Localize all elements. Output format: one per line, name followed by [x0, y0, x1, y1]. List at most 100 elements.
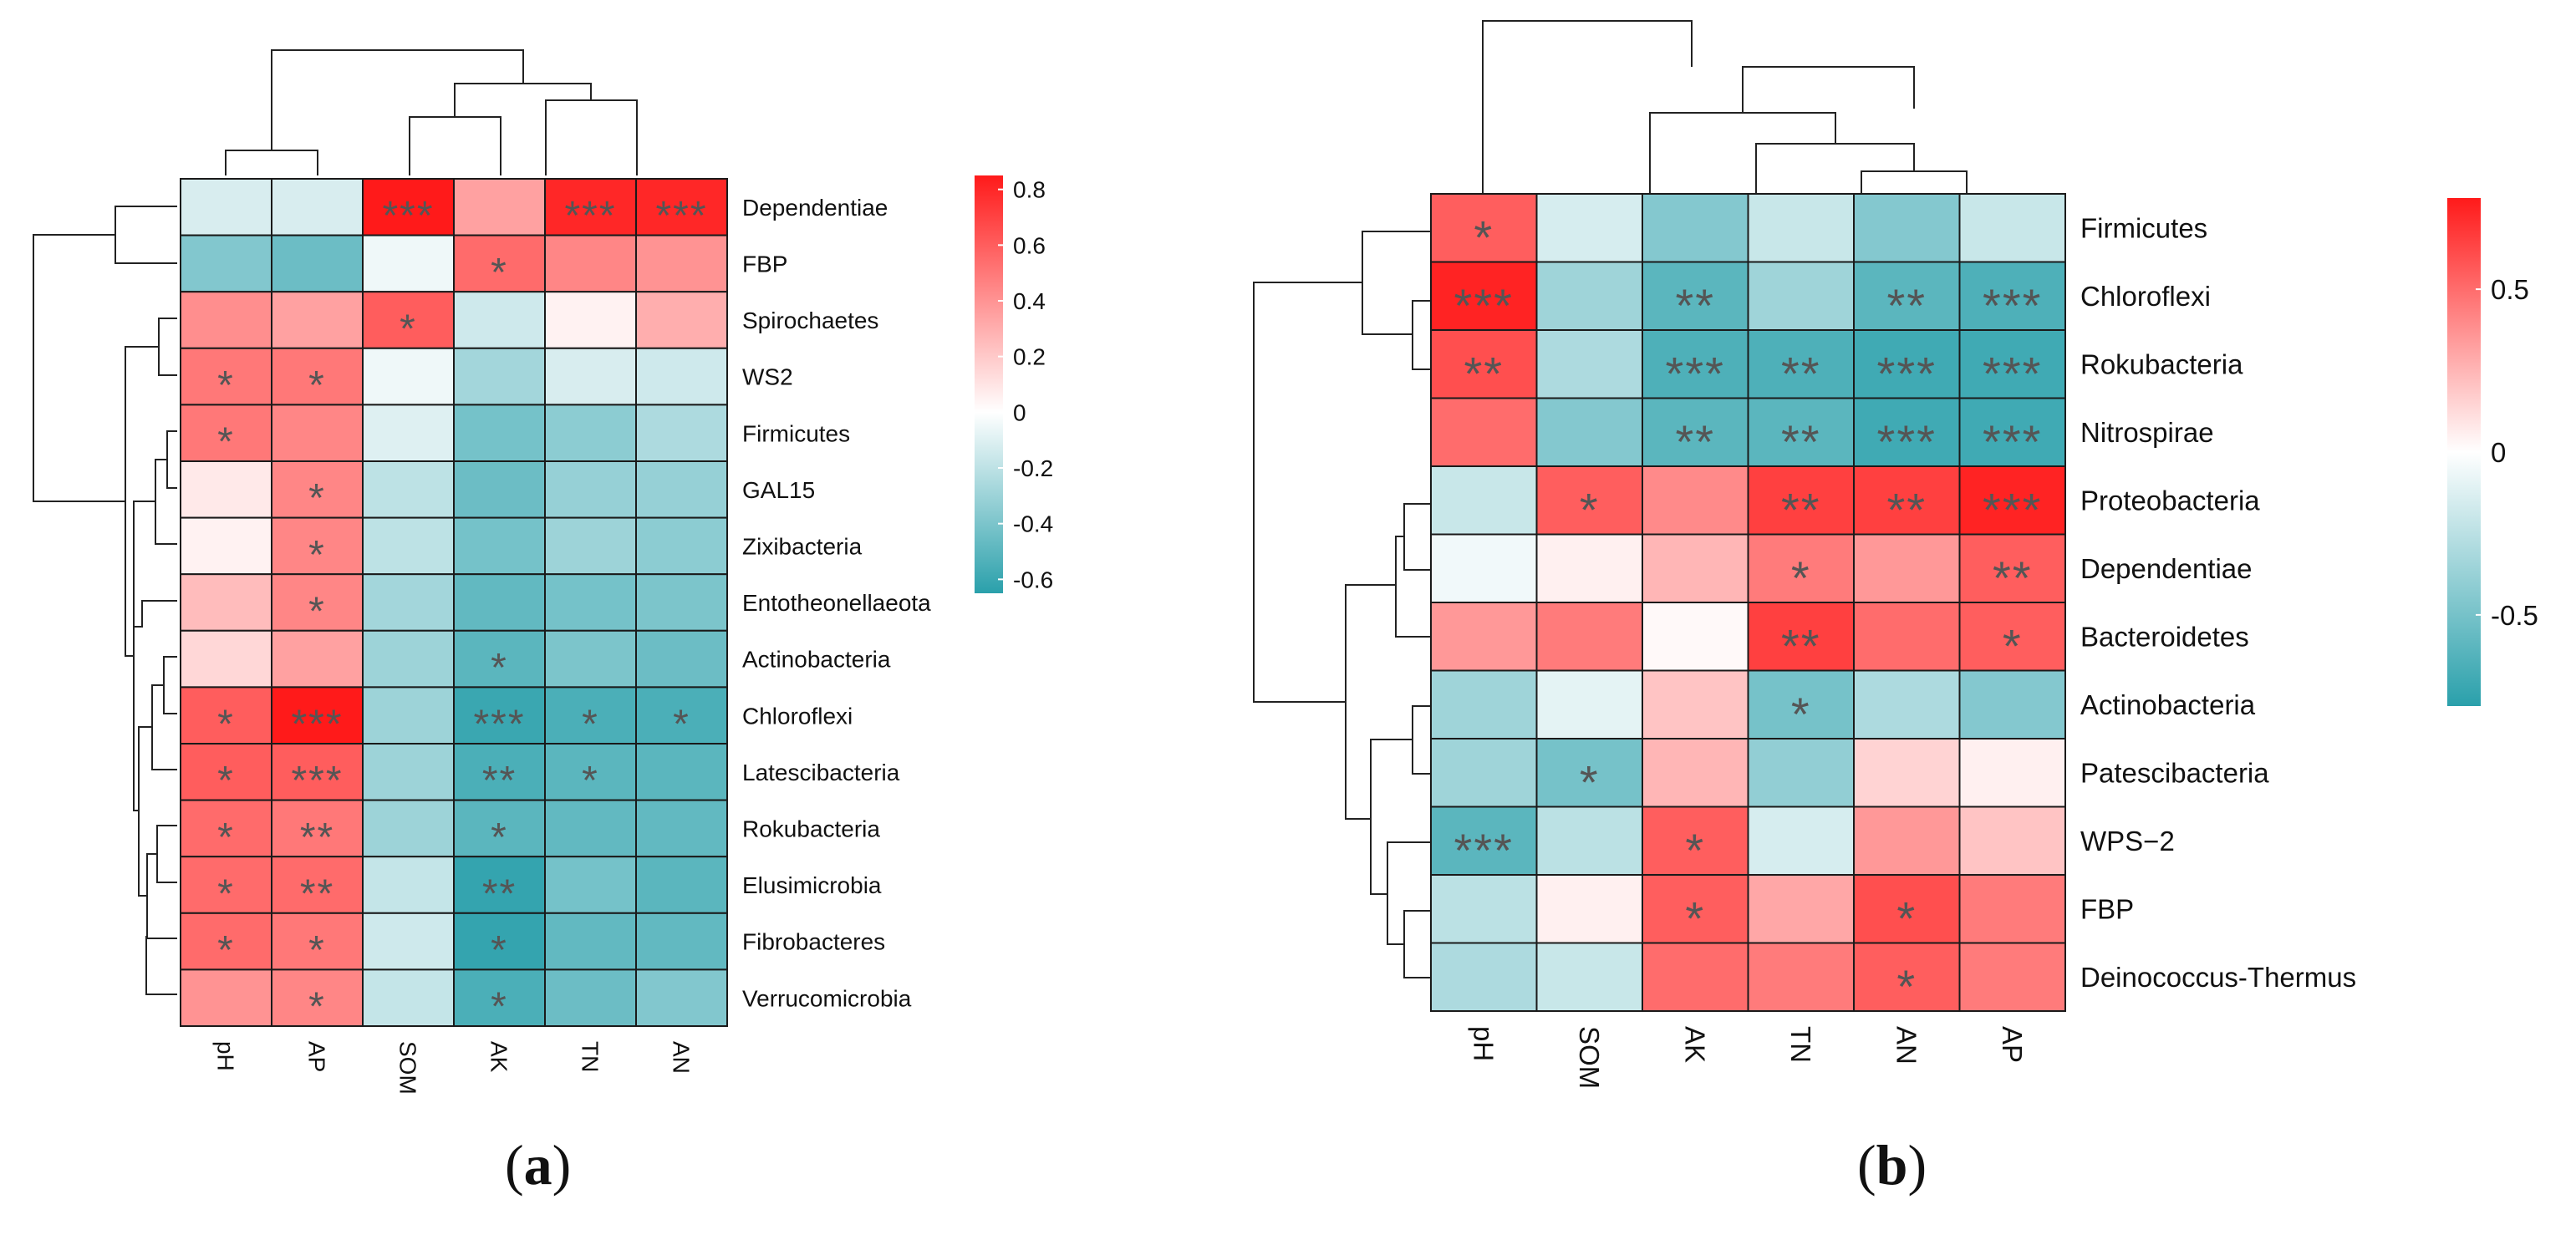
significance-mark-a-3-0: * — [217, 363, 235, 408]
heatmap-cell-b-3-1 — [1535, 397, 1643, 467]
significance-mark-b-5-3: * — [1791, 551, 1811, 604]
heatmap-cell-b-9-5 — [1958, 806, 2066, 876]
col-label-a-0: pH — [213, 1041, 239, 1071]
heatmap-cell-b-1-3 — [1747, 261, 1855, 331]
row-label-a-6: Zixibacteria — [742, 533, 863, 559]
heatmap-cell-a-14-3 — [453, 968, 546, 1028]
significance-mark-a-9-3: *** — [473, 703, 525, 747]
heatmap-cell-a-14-2 — [362, 968, 455, 1028]
row-label-a-5: GAL15 — [742, 477, 815, 503]
heatmap-cell-b-8-3 — [1747, 738, 1855, 808]
heatmap-cell-a-11-3 — [453, 799, 546, 858]
heatmap-cell-b-11-5 — [1958, 942, 2066, 1012]
significance-mark-b-3-2: ** — [1675, 415, 1715, 468]
heatmap-cell-b-0-3 — [1747, 193, 1855, 263]
heatmap-cell-b-10-3 — [1747, 874, 1855, 944]
heatmap-cell-a-7-1 — [271, 573, 364, 632]
heatmap-cell-b-3-2 — [1642, 397, 1749, 467]
heatmap-cell-b-3-4 — [1853, 397, 1961, 467]
significance-mark-b-1-2: ** — [1675, 279, 1715, 332]
heatmap-cell-a-0-5 — [635, 178, 728, 236]
significance-mark-a-9-0: * — [217, 703, 235, 747]
colorbar-tick-label-a-4: 0 — [1013, 399, 1026, 425]
heatmap-cell-b-5-3 — [1747, 533, 1855, 603]
col-label-b-1: SOM — [1574, 1026, 1605, 1089]
heatmap-cell-a-13-3 — [453, 912, 546, 971]
heatmap-cell-a-12-1 — [271, 856, 364, 914]
heatmap-cell-a-11-2 — [362, 799, 455, 858]
significance-mark-b-3-5: *** — [1983, 415, 2042, 468]
row-label-a-14: Verrucomicrobia — [742, 985, 912, 1011]
significance-mark-b-8-1: * — [1580, 756, 1600, 809]
heatmap-cell-b-4-2 — [1642, 465, 1749, 536]
heatmap-cell-a-1-2 — [362, 234, 455, 293]
significance-mark-a-0-4: *** — [564, 194, 616, 238]
significance-mark-a-6-1: * — [308, 533, 326, 577]
heatmap-cell-a-8-3 — [453, 629, 546, 689]
heatmap-cell-b-5-4 — [1853, 533, 1961, 603]
heatmap-cell-b-11-3 — [1747, 942, 1855, 1012]
heatmap-cell-a-1-1 — [271, 234, 364, 293]
significance-mark-a-3-1: * — [308, 363, 326, 408]
significance-mark-a-1-3: * — [491, 251, 508, 295]
heatmap-cell-a-5-1 — [271, 460, 364, 519]
row-label-a-2: Spirochaetes — [742, 307, 878, 333]
heatmap-cell-b-9-1 — [1535, 806, 1643, 876]
colorbar-tick-label-a-2: 0.4 — [1013, 288, 1046, 314]
heatmap-cell-a-3-1 — [271, 347, 364, 406]
heatmap-cell-b-9-4 — [1853, 806, 1961, 876]
significance-mark-b-10-2: * — [1685, 892, 1705, 945]
heatmap-cell-b-10-2 — [1642, 874, 1749, 944]
heatmap-cell-a-9-4 — [544, 686, 637, 745]
significance-mark-b-2-4: *** — [1877, 348, 1937, 400]
heatmap-cell-b-10-0 — [1430, 874, 1538, 944]
heatmap-cell-a-3-2 — [362, 347, 455, 406]
colorbar-tick-label-a-3: 0.2 — [1013, 344, 1046, 370]
heatmap-cell-a-12-4 — [544, 856, 637, 914]
heatmap-cell-a-3-5 — [635, 347, 728, 406]
heatmap-cell-a-11-4 — [544, 799, 637, 858]
heatmap-cell-a-7-5 — [635, 573, 728, 632]
row-label-b-8: Patescibacteria — [2080, 758, 2269, 789]
significance-mark-a-7-1: * — [308, 589, 326, 633]
significance-mark-a-12-1: ** — [300, 872, 334, 916]
heatmap-cell-a-12-0 — [180, 856, 272, 914]
heatmap-cell-a-8-2 — [362, 629, 455, 689]
heatmap-cell-a-10-5 — [635, 743, 728, 801]
row-label-b-1: Chloroflexi — [2080, 281, 2211, 312]
col-dendrogram-a — [225, 49, 638, 175]
heatmap-cell-a-0-1 — [271, 178, 364, 236]
heatmap-cell-a-13-4 — [544, 912, 637, 971]
heatmap-cell-b-7-0 — [1430, 669, 1538, 739]
row-label-b-3: Nitrospirae — [2080, 417, 2214, 448]
heatmap-cell-a-7-0 — [180, 573, 272, 632]
significance-mark-b-4-4: ** — [1886, 484, 1927, 536]
significance-mark-a-9-5: * — [673, 703, 690, 747]
heatmap-cell-a-2-4 — [544, 291, 637, 349]
significance-mark-b-10-4: * — [1896, 892, 1917, 945]
heatmap-cell-a-10-2 — [362, 743, 455, 801]
significance-mark-b-3-3: ** — [1781, 415, 1821, 468]
heatmap-cell-b-5-2 — [1642, 533, 1749, 603]
row-label-b-10: FBP — [2080, 894, 2134, 925]
heatmap-cell-b-5-5 — [1958, 533, 2066, 603]
heatmap-cell-b-2-1 — [1535, 329, 1643, 399]
col-label-b-5: AP — [1997, 1026, 2028, 1063]
row-label-b-9: WPS−2 — [2080, 826, 2175, 856]
heatmap-cell-a-4-3 — [453, 404, 546, 462]
significance-mark-b-1-5: *** — [1983, 279, 2042, 332]
significance-mark-a-13-3: * — [491, 928, 508, 973]
heatmap-cell-b-8-0 — [1430, 738, 1538, 808]
heatmap-cell-a-13-0 — [180, 912, 272, 971]
heatmap-cell-b-8-2 — [1642, 738, 1749, 808]
heatmap-cell-a-4-2 — [362, 404, 455, 462]
significance-mark-b-1-0: *** — [1454, 279, 1514, 332]
significance-mark-b-2-0: ** — [1464, 348, 1504, 400]
heatmap-cell-b-11-4 — [1853, 942, 1961, 1012]
heatmap-cell-a-8-5 — [635, 629, 728, 689]
heatmap-cell-a-5-5 — [635, 460, 728, 519]
significance-mark-b-6-5: * — [2003, 620, 2023, 673]
heatmap-cell-b-6-3 — [1747, 602, 1855, 672]
heatmap-cell-b-10-5 — [1958, 874, 2066, 944]
heatmap-cell-a-13-5 — [635, 912, 728, 971]
